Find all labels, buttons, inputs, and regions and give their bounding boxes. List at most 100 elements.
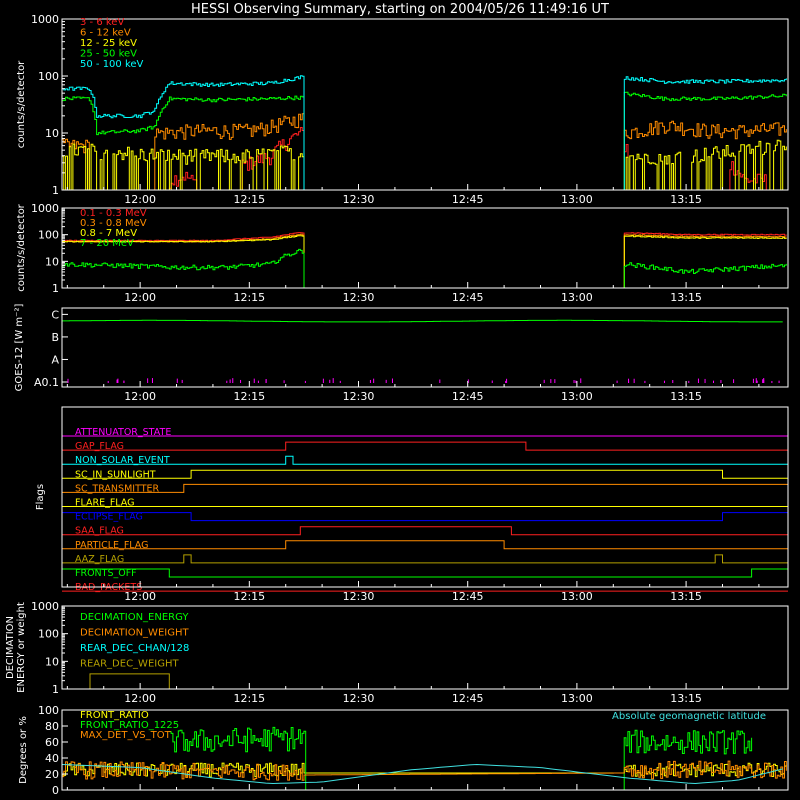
x-tick-label: 13:15 — [670, 390, 702, 403]
x-tick-label: 12:45 — [452, 590, 484, 603]
flag-label: BAD_PACKETS — [75, 582, 142, 593]
y-axis-label: Flags — [35, 484, 46, 510]
x-tick-label: 12:00 — [124, 390, 156, 403]
y-tick-label: 20 — [45, 768, 59, 781]
y-tick-label: 100 — [38, 70, 59, 83]
legend-entry: 12 - 25 keV — [80, 38, 137, 49]
flag-line — [62, 483, 788, 493]
panel-flags: ATTENUATOR_STATE GAP_FLAG NON_SOLAR_EVENT S… — [35, 406, 789, 603]
panel-frame — [61, 709, 789, 791]
x-tick-label: 12:30 — [343, 193, 375, 206]
legend-entry: REAR_DEC_WEIGHT — [80, 659, 179, 670]
flag-label: SAA_FLAG — [75, 526, 124, 537]
legend-entry: 50 - 100 keV — [80, 59, 144, 70]
x-tick-label: 12:15 — [233, 692, 265, 705]
flag-label: SC_IN_SUNLIGHT — [75, 469, 156, 480]
y-axis-label: counts/s/detector — [16, 203, 27, 291]
legend-entry: 3 - 6 keV — [80, 17, 124, 28]
y-axis-label: Degrees or % — [18, 716, 29, 784]
legend-entry: 0.1 - 0.3 MeV — [80, 208, 147, 219]
flag-label: FRONTS_OFF — [75, 568, 137, 579]
flag-gap-flag: GAP_FLAG — [62, 441, 788, 452]
legend-entry: DECIMATION_WEIGHT — [80, 628, 189, 639]
legend-entry: FRONT_RATIO_1225 — [80, 720, 179, 731]
x-tick-label: 12:00 — [124, 193, 156, 206]
x-tick-label: 12:15 — [233, 291, 265, 304]
y-tick-label: 1000 — [31, 13, 59, 26]
y-tick-label: 10 — [45, 127, 59, 140]
y-tick-label: 1 — [52, 683, 59, 696]
y-tick-label: 10 — [45, 655, 59, 668]
legend-entry: MAX_DET_VS_TOT — [80, 730, 172, 741]
x-tick-label: 13:15 — [670, 692, 702, 705]
y-tick-label: A0.1 — [34, 376, 59, 389]
panel-frame — [61, 207, 789, 289]
flag-non-solar-event: NON_SOLAR_EVENT — [62, 455, 788, 466]
y-tick-label: 100 — [38, 628, 59, 641]
y-tick-label: 1 — [52, 282, 59, 295]
flag-line — [62, 455, 788, 465]
panel-frame — [61, 18, 789, 191]
panel-decimation: 1 10 100 1000 12:00 12:15 12:30 12:45 13:00 13:15… — [5, 600, 789, 705]
legend-entry: 25 - 50 keV — [80, 49, 137, 60]
flag-label: ECLIPSE_FLAG — [75, 512, 143, 523]
panel-frame — [61, 307, 789, 388]
y-tick-label: 40 — [45, 752, 59, 765]
flag-label: ATTENUATOR_STATE — [75, 427, 171, 438]
y-axis-label: ENERGY or weight — [16, 602, 27, 693]
panel-frame — [61, 406, 789, 588]
flag-label: AAZ_FLAG — [75, 554, 124, 565]
legend-entry: 0.3 - 0.8 MeV — [80, 218, 147, 229]
x-tick-label: 12:00 — [124, 291, 156, 304]
flag-label: PARTICLE_FLAG — [75, 540, 148, 551]
flag-flare-flag: FLARE_FLAG — [62, 498, 788, 509]
y-tick-label: B — [51, 331, 59, 344]
x-tick-label: 12:45 — [452, 291, 484, 304]
y-tick-label: 1000 — [31, 202, 59, 215]
x-tick-label: 12:00 — [124, 692, 156, 705]
flag-sc-in-sunlight: SC_IN_SUNLIGHT — [62, 469, 788, 480]
legend-entry: 7 - 20 MeV — [80, 238, 134, 249]
flag-line — [62, 441, 788, 451]
flag-saa-flag: SAA_FLAG — [62, 526, 788, 537]
x-tick-label: 12:30 — [343, 692, 375, 705]
flag-line — [62, 554, 788, 564]
x-tick-label: 12:15 — [233, 390, 265, 403]
x-tick-label: 12:30 — [343, 590, 375, 603]
y-tick-label: 1000 — [31, 600, 59, 613]
x-tick-label: 13:00 — [561, 291, 593, 304]
flag-fronts-off: FRONTS_OFF — [62, 568, 788, 579]
legend-entry: FRONT_RATIO — [80, 710, 149, 721]
legend-entry: 6 - 12 keV — [80, 28, 131, 39]
x-tick-label: 12:15 — [233, 590, 265, 603]
series-line — [61, 763, 783, 785]
y-tick-label: 0 — [52, 784, 59, 797]
figure-title: HESSI Observing Summary, starting on 200… — [191, 2, 609, 17]
goes-flux-line — [62, 319, 783, 323]
flag-eclipse-flag: ECLIPSE_FLAG — [62, 512, 788, 523]
flag-particle-flag: PARTICLE_FLAG — [62, 540, 788, 551]
y-tick-label: 100 — [38, 704, 59, 717]
x-tick-label: 13:00 — [561, 390, 593, 403]
x-tick-label: 13:15 — [670, 193, 702, 206]
panel-frame — [61, 605, 789, 690]
x-tick-label: 13:00 — [561, 692, 593, 705]
x-tick-label: 12:45 — [452, 193, 484, 206]
y-axis-label: counts/s/detector — [16, 60, 27, 148]
series-absolute-geomagnetic-latitude — [61, 763, 783, 785]
annotation-geomagnetic: Absolute geomagnetic latitude — [612, 711, 766, 722]
panel-gamma: 1 10 100 1000 12:00 12:15 12:30 12:45 13:00 13:15… — [16, 202, 789, 304]
x-tick-label: 13:15 — [670, 291, 702, 304]
flag-label: FLARE_FLAG — [75, 498, 135, 509]
legend-entry: REAR_DEC_CHAN/128 — [80, 643, 189, 654]
panel-ratios: 0 20 40 60 80 100 Degrees or % FRONT_RATIOFRONT… — [18, 704, 789, 797]
panel-goes: A0.1 ABC 12:00 12:15 12:30 12:45 13:00 13:15 GOE… — [14, 304, 789, 403]
flag-line — [62, 540, 788, 550]
y-axis-label: GOES-12 [W m⁻²] — [14, 304, 25, 392]
legend-entry: DECIMATION_ENERGY — [80, 612, 189, 623]
flag-label: SC_TRANSMITTER — [75, 483, 160, 494]
y-axis-label: DECIMATION — [5, 616, 16, 679]
x-tick-label: 12:30 — [343, 390, 375, 403]
flag-sc-transmitter: SC_TRANSMITTER — [62, 483, 788, 494]
